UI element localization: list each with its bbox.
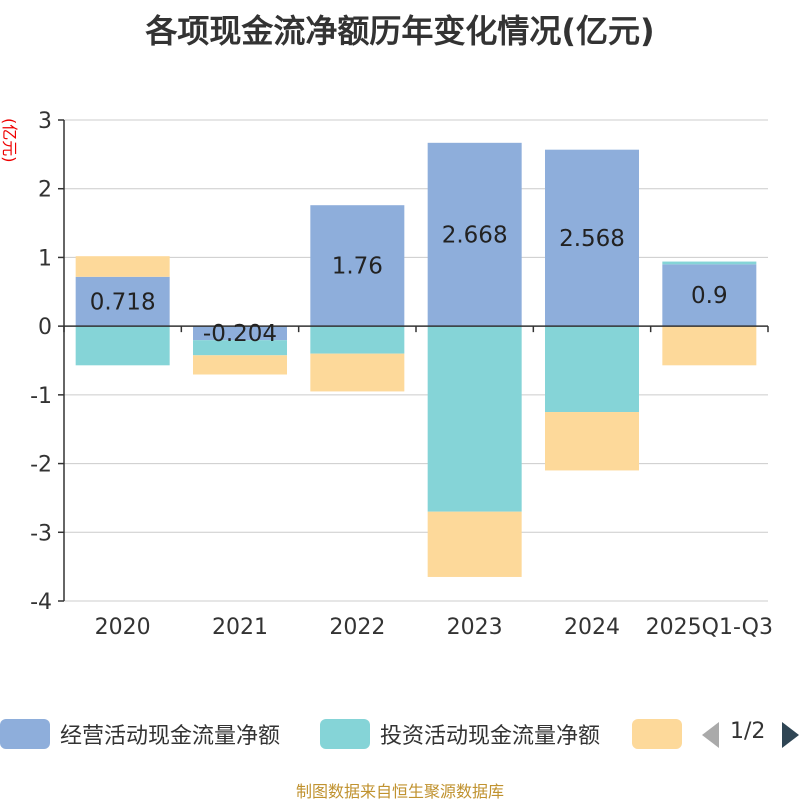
legend-page-indicator: 1/2 xyxy=(730,719,766,744)
bar-2025Q1-Q3-series-0 xyxy=(662,264,757,327)
data-label-2025Q1-Q3: 0.9 xyxy=(691,283,728,309)
y-axis-label: (亿元) xyxy=(0,118,19,163)
x-tick-label-2023: 2023 xyxy=(447,615,503,640)
bar-2020-series-2 xyxy=(75,256,170,277)
y-tick-label: -4 xyxy=(30,590,52,615)
x-tick-label-2020: 2020 xyxy=(95,615,151,640)
bar-2025Q1-Q3-series-1 xyxy=(662,261,757,265)
legend-item-operating[interactable]: 经营活动现金流量净额 xyxy=(0,716,280,752)
chart-plot: (亿元) 3 2 1 0 -1 -2 -3 -4 2020 2021 2022 2023 2024 202… xyxy=(0,109,773,640)
legend-prev-arrow-icon[interactable] xyxy=(702,722,719,748)
bar-2020-series-0 xyxy=(75,276,170,327)
bar-2024-series-0 xyxy=(545,149,639,327)
legend-next-arrow-icon[interactable] xyxy=(782,722,799,748)
y-tick-label: -1 xyxy=(30,384,52,409)
bar-2025Q1-Q3-series-2 xyxy=(662,326,757,366)
legend-item-investing[interactable]: 投资活动现金流量净额 xyxy=(320,716,600,752)
y-tick-label: 1 xyxy=(38,246,52,271)
legend-swatch-financing xyxy=(632,719,682,749)
y-tick-label: 0 xyxy=(38,315,52,340)
x-tick-label-2022: 2022 xyxy=(329,615,385,640)
source-footer: 制图数据来自恒生聚源数据库 xyxy=(295,782,504,801)
x-tick-label-2021: 2021 xyxy=(212,615,268,640)
y-tick-label: 3 xyxy=(38,109,52,134)
data-label-2023: 2.668 xyxy=(442,222,508,248)
bar-2021-series-2 xyxy=(193,355,287,375)
bar-2021-series-0 xyxy=(193,326,287,341)
bar-2023-series-1 xyxy=(427,326,522,512)
legend-label-investing: 投资活动现金流量净额 xyxy=(380,724,601,749)
legend-item-financing[interactable] xyxy=(632,716,682,752)
legend-label-operating: 经营活动现金流量净额 xyxy=(60,724,281,749)
data-label-2020: 0.718 xyxy=(90,289,156,315)
data-label-2021: -0.204 xyxy=(203,321,277,347)
y-tick-label: 2 xyxy=(38,178,52,203)
bar-2020-series-1 xyxy=(75,326,170,366)
bar-2024-series-1 xyxy=(545,326,639,413)
legend-swatch-investing xyxy=(320,719,370,749)
legend-swatch-operating xyxy=(0,719,50,749)
bar-2024-series-2 xyxy=(545,412,639,471)
bar-2023-series-0 xyxy=(427,142,522,327)
bar-2023-series-2 xyxy=(427,511,522,577)
bar-2021-series-1 xyxy=(193,340,287,356)
data-label-2024: 2.568 xyxy=(559,226,625,252)
y-tick-label: -3 xyxy=(30,521,52,546)
bar-2022-series-0 xyxy=(310,205,405,327)
bar-2022-series-1 xyxy=(310,326,405,354)
bar-2022-series-2 xyxy=(310,353,405,392)
legend-pager: 1/2 xyxy=(700,716,800,752)
x-tick-label-2025Q1-Q3: 2025Q1-Q3 xyxy=(646,615,773,640)
chart-title: 各项现金流净额历年变化情况(亿元) xyxy=(145,12,655,50)
data-label-2022: 1.76 xyxy=(332,254,383,280)
x-tick-label-2024: 2024 xyxy=(564,615,620,640)
legend: 经营活动现金流量净额 投资活动现金流量净额 xyxy=(0,716,800,752)
y-tick-label: -2 xyxy=(30,453,52,478)
